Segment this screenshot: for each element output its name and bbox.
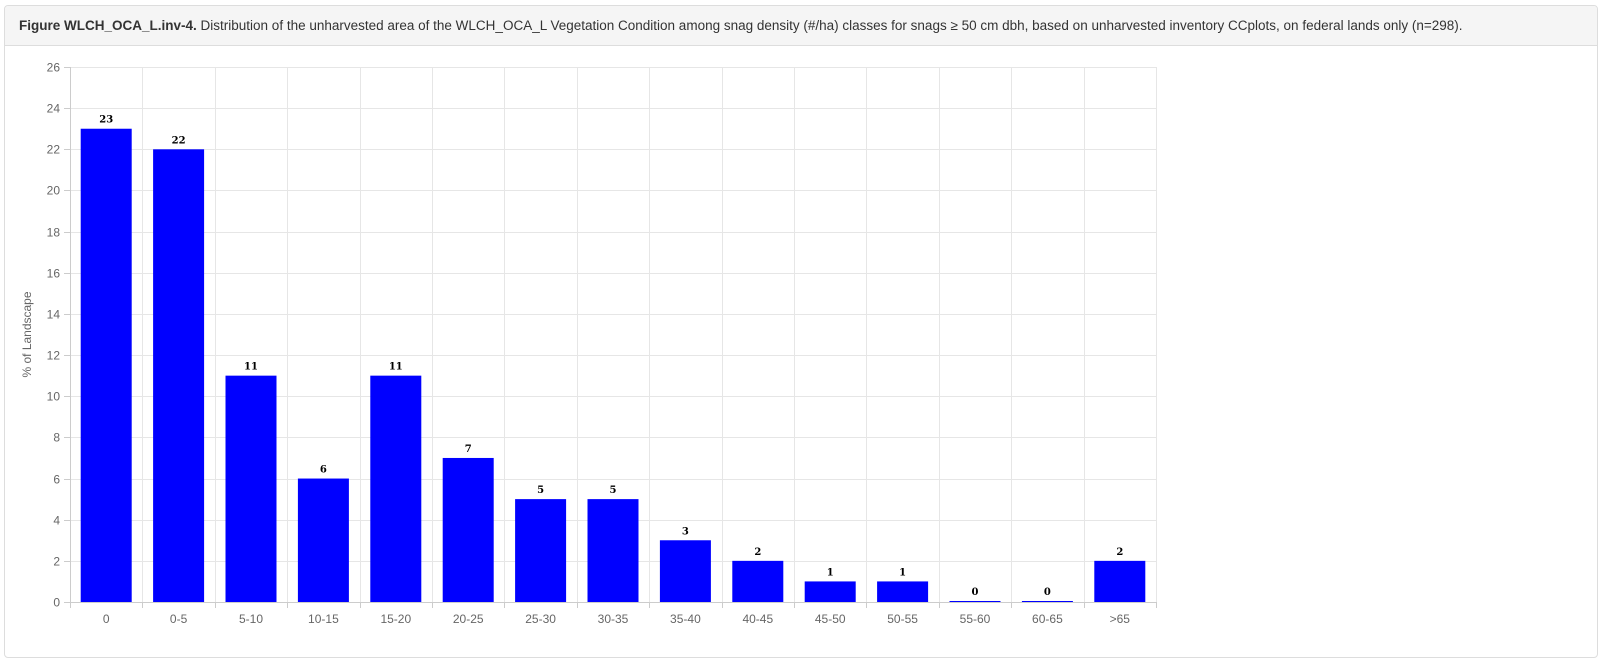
data-label: 11	[244, 362, 258, 373]
bar-chart: 02468101214161820222426230220-5115-10610…	[20, 61, 1157, 626]
x-tick-label: 55-60	[960, 612, 991, 626]
data-label: 7	[465, 444, 472, 455]
data-label: 2	[1116, 547, 1123, 558]
data-label: 1	[899, 567, 906, 578]
data-label: 6	[320, 465, 327, 476]
y-tick-label: 24	[47, 102, 61, 116]
y-tick-label: 4	[53, 514, 60, 528]
x-tick-label: 0	[103, 612, 110, 626]
bar-35-40[interactable]	[659, 540, 711, 602]
data-label: 11	[389, 362, 403, 373]
y-tick-label: 6	[53, 473, 60, 487]
y-tick-label: 8	[53, 431, 60, 445]
bar-25-30[interactable]	[515, 499, 567, 602]
x-tick-label: 30-35	[598, 612, 629, 626]
x-tick-label: 50-55	[887, 612, 918, 626]
x-tick-label: 45-50	[815, 612, 846, 626]
data-label: 0	[972, 587, 979, 598]
data-label: 5	[610, 485, 617, 496]
bar-45-50[interactable]	[804, 581, 856, 602]
x-tick-label: 5-10	[239, 612, 263, 626]
x-tick-label: 20-25	[453, 612, 484, 626]
data-label: 23	[99, 115, 113, 126]
bar-0[interactable]	[80, 128, 132, 602]
bar-5-10[interactable]	[225, 375, 277, 602]
x-tick-label: 10-15	[308, 612, 339, 626]
bar-10-15[interactable]	[297, 478, 349, 602]
bar-0-5[interactable]	[153, 149, 205, 603]
bar-15-20[interactable]	[370, 375, 422, 602]
y-tick-label: 14	[47, 308, 61, 322]
bar-20-25[interactable]	[442, 457, 494, 602]
x-tick-label: 0-5	[170, 612, 188, 626]
bar->65[interactable]	[1094, 560, 1146, 602]
chart-area: 0 2 4 6 8 10 12 14 16 18 20 22 24 26 23 0 22 0-5 11 5-10 6 10…	[5, 46, 1597, 657]
x-tick-label: 15-20	[380, 612, 411, 626]
data-label: 0	[1044, 587, 1051, 598]
y-tick-label: 0	[53, 596, 60, 610]
bar-40-45[interactable]	[732, 560, 784, 602]
figure-caption: Figure WLCH_OCA_L.inv-4. Distribution of…	[5, 6, 1597, 46]
figure-panel: Figure WLCH_OCA_L.inv-4. Distribution of…	[4, 5, 1598, 658]
x-tick-label: 60-65	[1032, 612, 1063, 626]
y-tick-label: 26	[47, 61, 61, 75]
figure-label: Figure WLCH_OCA_L.inv-4.	[19, 18, 197, 33]
bar-60-65[interactable]	[1021, 601, 1073, 602]
figure-caption-text: Distribution of the unharvested area of …	[200, 18, 1463, 33]
x-tick-label: 35-40	[670, 612, 701, 626]
y-tick-label: 20	[47, 184, 61, 198]
data-label: 1	[827, 567, 834, 578]
y-tick-label: 22	[47, 143, 61, 157]
data-label: 5	[537, 485, 544, 496]
x-tick-label: >65	[1110, 612, 1131, 626]
bar-30-35[interactable]	[587, 499, 639, 602]
y-tick-label: 10	[47, 390, 61, 404]
y-tick-label: 2	[53, 555, 60, 569]
data-label: 3	[682, 526, 689, 537]
y-tick-label: 12	[47, 349, 61, 363]
bar-50-55[interactable]	[877, 581, 929, 602]
y-axis-title: % of Landscape	[20, 291, 34, 377]
data-label: 2	[754, 547, 761, 558]
bar-55-60[interactable]	[949, 601, 1001, 602]
x-tick-label: 40-45	[742, 612, 773, 626]
y-tick-label: 18	[47, 226, 61, 240]
y-tick-label: 16	[47, 267, 61, 281]
data-label: 22	[172, 135, 186, 146]
x-tick-label: 25-30	[525, 612, 556, 626]
